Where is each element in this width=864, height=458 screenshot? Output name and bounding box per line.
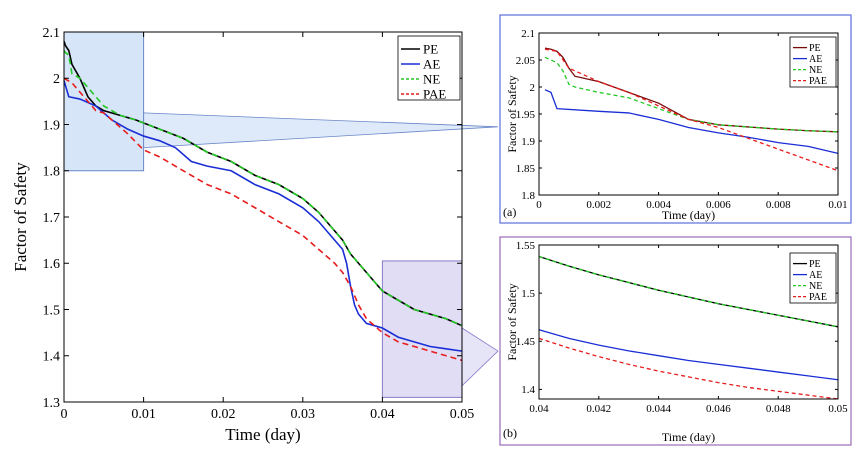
inset-b-series-ae-line	[538, 329, 839, 381]
inset-b-series-pae-line	[538, 337, 839, 400]
inset-b-y-tick-label: 1.45	[516, 336, 536, 348]
main-y-tick-label: 1.4	[43, 350, 61, 365]
main-series-ne-line	[63, 50, 463, 327]
inset-a-legend-label-ne: NE	[809, 65, 822, 76]
inset-a-series-ae-line	[544, 89, 839, 155]
inset-a-y-tick-label: 1.85	[516, 163, 536, 175]
main-series-ae-line	[63, 80, 463, 352]
main-x-tick-label: 0.04	[370, 407, 395, 422]
inset-a-y-tick-label: 2.05	[516, 55, 536, 67]
inset-b-legend-label-pe: PE	[809, 259, 821, 270]
inset-b-y-ticks: 1.4 1.45 1.5 1.55	[516, 240, 838, 396]
inset-a-legend-box	[789, 36, 837, 88]
main-zoom-regions	[63, 31, 463, 398]
main-y-ticks: 1.3 1.4 1.5 1.6 1.7 1.8 1.9 2 2.1	[43, 26, 462, 411]
inset-a-x-tick-label: 0.002	[586, 199, 611, 211]
main-legend-label-ne: NE	[423, 72, 440, 87]
inset-a-legend-label-pe: PE	[809, 43, 821, 54]
main-y-tick-label: 1.8	[43, 165, 61, 180]
main-legend-label-pe: PE	[423, 42, 438, 57]
inset-b-legend-label-ae: AE	[809, 270, 822, 281]
inset-b-y-tick-label: 1.5	[521, 288, 535, 300]
inset-a-y-tick-label: 1.95	[516, 109, 536, 121]
main-y-tick-label: 1.3	[43, 396, 61, 411]
inset-b-legend-label-pae: PAE	[809, 292, 827, 303]
inset-b-x-tick-label: 0.044	[646, 403, 671, 415]
inset-b-series-ne-line	[538, 255, 839, 328]
inset-b-legend-box	[789, 252, 837, 304]
main-y-axis-label: Factor of Safety	[11, 162, 30, 272]
inset-a-y-tick-label: 1.8	[521, 190, 535, 202]
main-y-tick-label: 1.6	[43, 257, 61, 272]
main-legend-label-ae: AE	[423, 57, 440, 72]
inset-b-plot-frame	[538, 244, 839, 400]
inset-a-x-tick-label: 0.004	[646, 199, 671, 211]
inset-a-y-axis-label: Factor of Safety	[505, 75, 519, 152]
inset-b-x-tick-label: 0.04	[529, 403, 549, 415]
inset-a-x-tick-label: 0	[536, 199, 542, 211]
main-x-tick-label: 0.05	[450, 407, 475, 422]
main-series-pae-line	[63, 77, 463, 362]
main-y-tick-label: 2	[53, 72, 60, 87]
main-x-tick-label: 0.01	[131, 407, 156, 422]
main-legend-box	[397, 35, 461, 101]
inset-b-y-tick-label: 1.4	[521, 384, 535, 396]
main-x-axis-label: Time (day)	[225, 425, 300, 444]
main-x-tick-label: 0	[61, 407, 68, 422]
inset-b-y-axis-label: Factor of Safety	[505, 283, 519, 360]
inset-a-y-tick-label: 2.1	[521, 28, 535, 40]
inset-a-series-lines	[544, 47, 839, 172]
inset-a-x-tick-label: 0.008	[766, 199, 791, 211]
inset-a-legend-label-ae: AE	[809, 54, 822, 65]
inset-a-x-tick-label: 0.01	[828, 199, 847, 211]
inset-a-x-axis-label: Time (day)	[662, 208, 715, 222]
inset-a-x-ticks: 0 0.002 0.004 0.006 0.008 0.01	[536, 33, 848, 211]
inset-b-x-ticks: 0.04 0.042 0.044 0.046 0.048 0.05	[529, 245, 848, 415]
inset-a-panel-label: (a)	[503, 205, 516, 219]
main-y-tick-label: 2.1	[43, 26, 61, 41]
main-series-lines	[63, 40, 463, 362]
main-chart: 0 0.01 0.02 0.03 0.04 0.05 1.3 1.4 1.5 1.6 1.7 1.8…	[11, 26, 474, 444]
main-y-tick-label: 1.9	[43, 118, 61, 133]
zoom-region-b	[381, 260, 463, 398]
inset-b-legend-label-ne: NE	[809, 281, 822, 292]
main-x-ticks: 0 0.01 0.02 0.03 0.04 0.05	[61, 32, 475, 422]
main-y-tick-label: 1.7	[43, 211, 61, 226]
zoom-connector-a	[143, 112, 499, 149]
main-x-tick-label: 0.03	[291, 407, 316, 422]
inset-a-y-tick-label: 2	[530, 82, 536, 94]
inset-a-chart: 0 0.002 0.004 0.006 0.008 0.01 1.8 1.85 1.9 1.95…	[503, 28, 848, 222]
inset-a-series-pae-line	[544, 48, 839, 172]
inset-a-y-tick-label: 1.9	[521, 136, 535, 148]
inset-b-series-lines	[538, 255, 839, 400]
inset-b-x-tick-label: 0.042	[586, 403, 611, 415]
inset-a-x-tick-label: 0.006	[706, 199, 731, 211]
zoom-region-a	[63, 31, 145, 172]
inset-a-series-ne-line	[544, 56, 839, 133]
inset-a-legend-label-pae: PAE	[809, 76, 827, 87]
inset-b-x-axis-label: Time (day)	[662, 430, 715, 444]
inset-b-y-tick-label: 1.55	[516, 240, 536, 252]
main-legend-label-pae: PAE	[423, 87, 446, 102]
inset-b-chart: 0.04 0.042 0.044 0.046 0.048 0.05 1.41.451.51…	[503, 240, 848, 444]
inset-b-x-tick-label: 0.046	[706, 403, 731, 415]
main-y-tick-label: 1.5	[43, 303, 61, 318]
inset-b-x-tick-label: 0.048	[766, 403, 791, 415]
main-x-tick-label: 0.02	[211, 407, 236, 422]
inset-b-panel-label: (b)	[503, 426, 517, 440]
zoom-connector-b	[461, 327, 499, 387]
inset-b-x-tick-label: 0.05	[828, 403, 848, 415]
